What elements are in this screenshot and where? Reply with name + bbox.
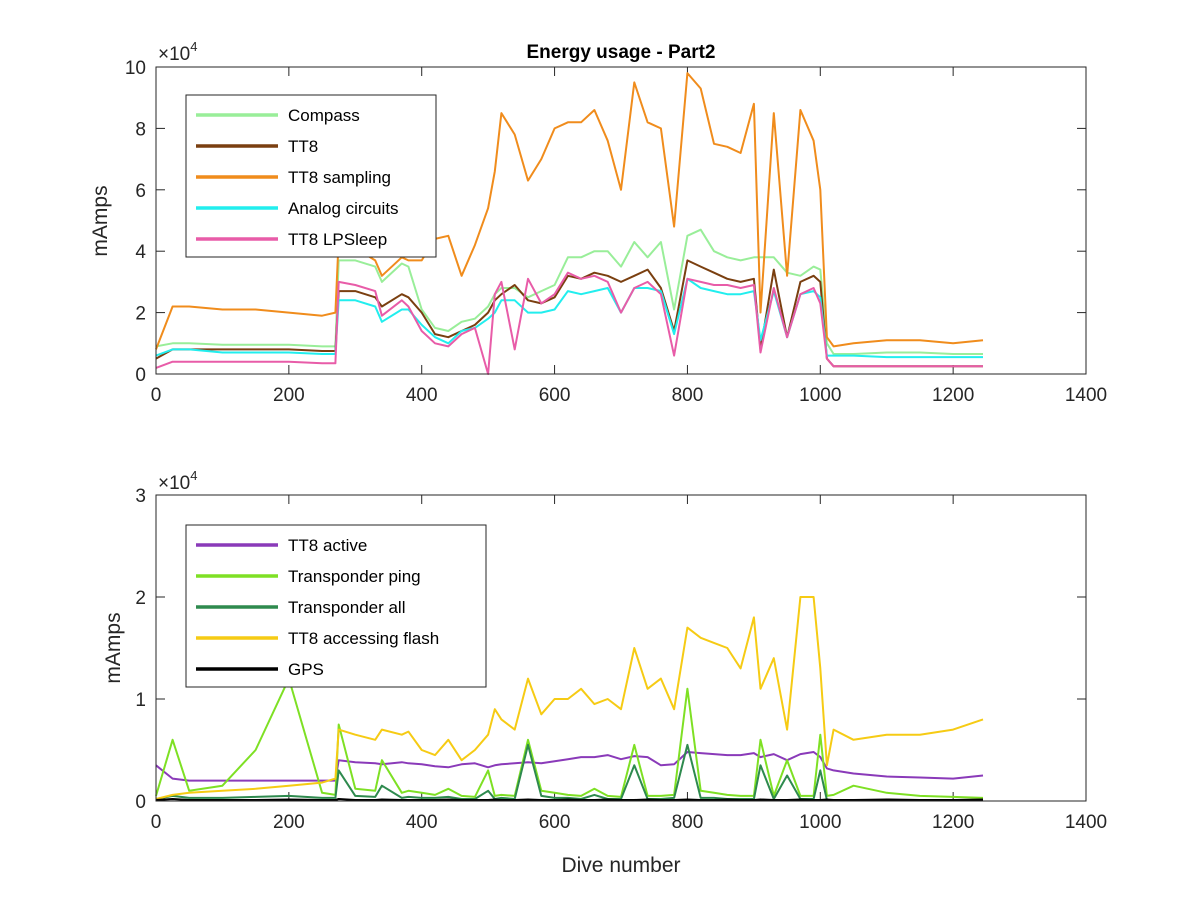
x-axis-label-bottom: Dive number <box>561 854 680 877</box>
x-tick-label: 1000 <box>799 812 841 833</box>
series-lines-bottom <box>155 596 984 801</box>
legend-top: Compass TT8 TT8 sampling Analog circuits TT8… <box>185 94 437 258</box>
legend-label: TT8 active <box>288 536 367 555</box>
x-tick-label: 1400 <box>1065 812 1107 833</box>
x-tick-label: 200 <box>273 385 305 406</box>
y-tick-label: 3 <box>135 486 146 507</box>
legend-label: Analog circuits <box>288 199 399 218</box>
legend-label: Compass <box>288 106 360 125</box>
legend-label: GPS <box>288 660 324 679</box>
x-ticks-bottom: 0 200 400 600 800 1000 1200 1400 <box>151 495 1107 833</box>
series-line-tt8-lpsleep <box>155 271 983 375</box>
legend-label: Transponder ping <box>288 567 421 586</box>
x-tick-label: 600 <box>539 385 571 406</box>
legend-label: TT8 <box>288 137 318 156</box>
y-tick-label: 6 <box>135 181 146 202</box>
y-axis-label-bottom: mAmps <box>102 612 125 683</box>
y-axis-label-top: mAmps <box>89 185 112 256</box>
legend-label: TT8 sampling <box>288 168 391 187</box>
y-tick-label: 2 <box>135 588 146 609</box>
y-multiplier-bottom: ×104 <box>158 468 197 494</box>
legend-label: TT8 LPSleep <box>288 230 387 249</box>
x-ticks-top: 0 200 400 600 800 1000 1200 1400 <box>151 67 1107 406</box>
series-line-tt8-accessing-flash <box>155 596 984 800</box>
x-tick-label: 600 <box>539 812 571 833</box>
x-tick-label: 1400 <box>1065 385 1107 406</box>
x-tick-label: 800 <box>672 812 704 833</box>
legend-bottom: TT8 active Transponder ping Transponder al… <box>185 524 487 688</box>
legend-label: Transponder all <box>288 598 406 617</box>
y-tick-label: 2 <box>135 304 146 325</box>
x-tick-label: 400 <box>406 812 438 833</box>
legend-label: TT8 accessing flash <box>288 629 439 648</box>
x-tick-label: 1200 <box>932 385 974 406</box>
chart-title: Energy usage - Part2 <box>526 42 715 63</box>
series-line-gps <box>155 798 984 801</box>
series-line-tt8 <box>155 259 983 368</box>
axes-top: Energy usage - Part2 ×104 mAmps 0 200 400 6… <box>89 39 1107 406</box>
series-line-compass <box>155 228 983 355</box>
y-tick-label: 8 <box>135 119 146 140</box>
x-tick-label: 400 <box>406 385 438 406</box>
y-tick-label: 10 <box>125 58 146 79</box>
x-tick-label: 1000 <box>799 385 841 406</box>
y-multiplier-top: ×104 <box>158 39 197 65</box>
y-tick-label: 0 <box>135 792 146 813</box>
y-tick-label: 4 <box>135 242 146 263</box>
series-line-transponder-ping <box>155 677 984 799</box>
x-tick-label: 0 <box>151 385 162 406</box>
axes-top-box <box>155 66 1087 375</box>
y-tick-label: 0 <box>135 365 146 386</box>
axes-bottom-box <box>155 494 1087 802</box>
x-tick-label: 200 <box>273 812 305 833</box>
y-tick-label: 1 <box>135 690 146 711</box>
x-tick-label: 800 <box>672 385 704 406</box>
x-tick-label: 0 <box>151 812 162 833</box>
series-line-tt8-active <box>155 751 984 782</box>
axes-bottom: ×104 mAmps Dive number 0 200 400 600 800 1000… <box>102 468 1107 877</box>
x-tick-label: 1200 <box>932 812 974 833</box>
